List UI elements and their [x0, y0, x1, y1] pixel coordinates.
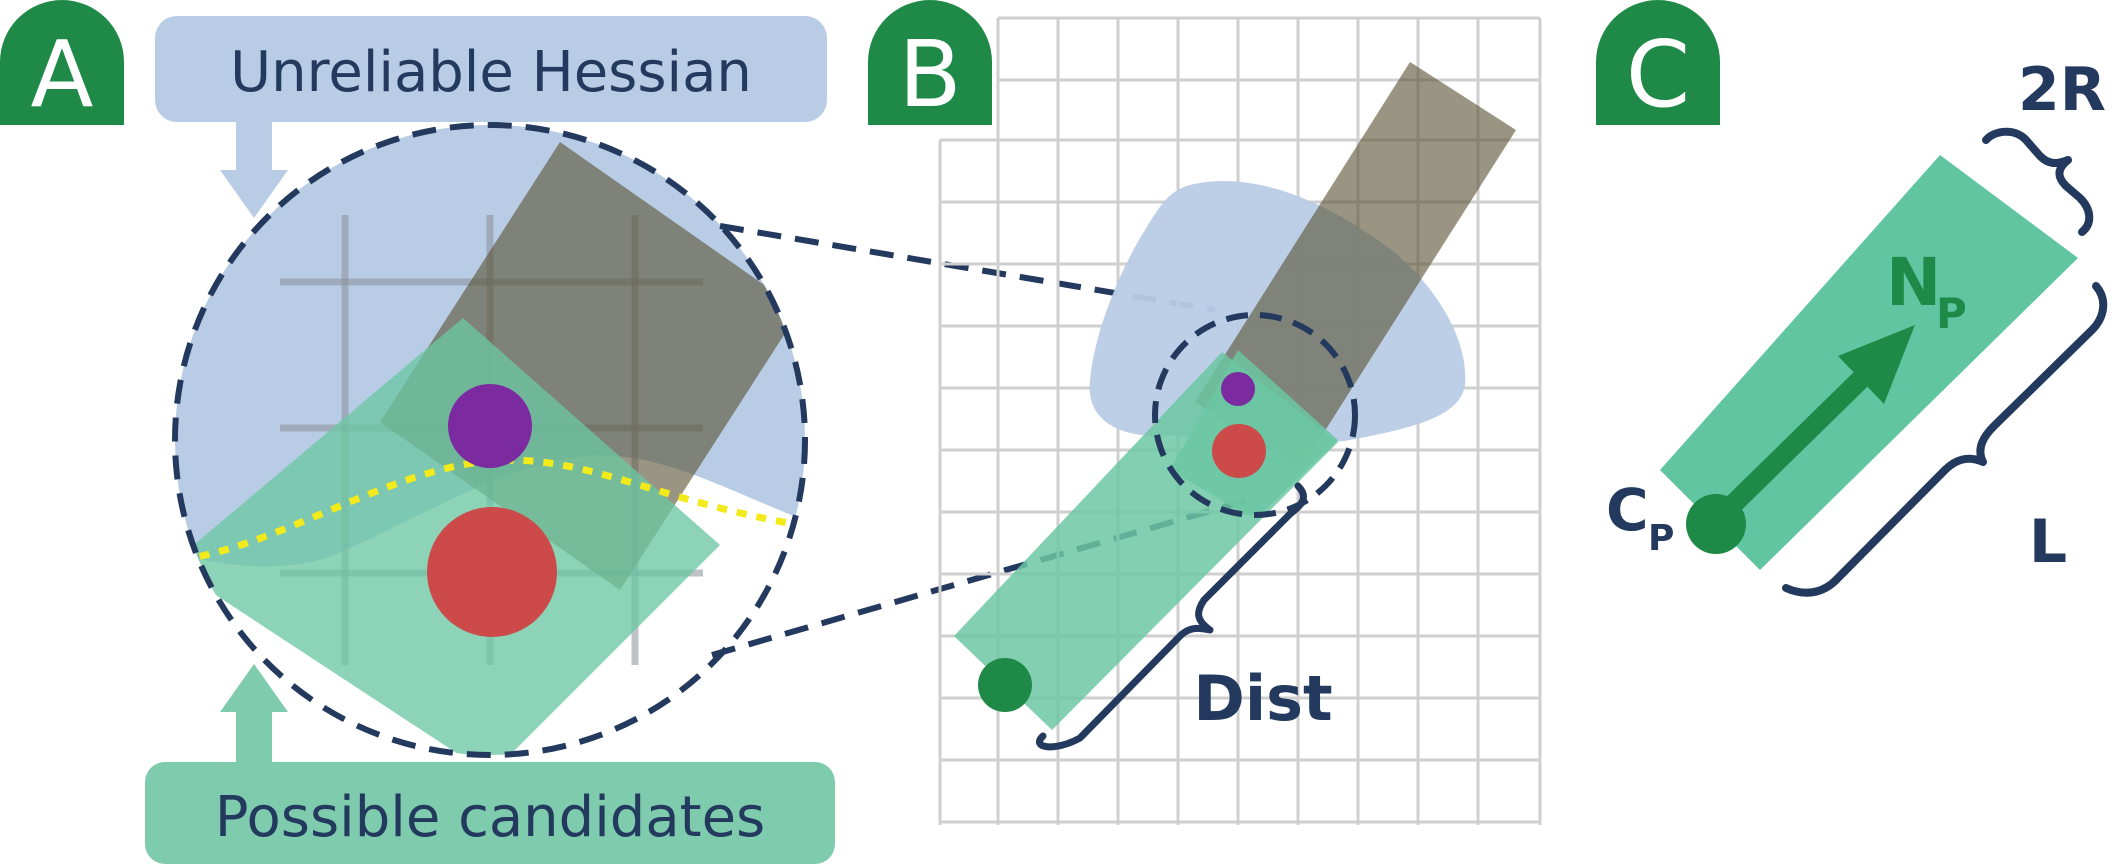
- panel-b-letter: B: [898, 21, 961, 128]
- panel-c: C 2R L C P N P: [1596, 0, 2108, 597]
- length-brace-icon: [1782, 282, 2108, 597]
- panel-a: A Unreliable Hessian Possible candidates: [0, 0, 835, 864]
- lens-outline: [172, 122, 808, 758]
- panel-c-badge: C: [1596, 0, 1720, 128]
- red-point: [427, 507, 557, 637]
- possible-candidates-callout: Possible candidates: [145, 664, 835, 864]
- down-arrow-icon: [220, 122, 288, 218]
- center-point: [1686, 494, 1746, 554]
- panel-c-letter: C: [1626, 21, 1690, 128]
- curly-brace-icon: [1036, 482, 1307, 751]
- svg-text:P: P: [1648, 518, 1674, 559]
- arrow-icon: [1705, 370, 1870, 532]
- panel-b: B Dist: [868, 0, 1542, 825]
- panel-a-badge: A: [0, 0, 124, 128]
- center-label: C P: [1606, 476, 1674, 559]
- inset-circle: [1152, 312, 1358, 518]
- panel-b-badge: B: [868, 0, 992, 128]
- normal-label: N P: [1886, 244, 1967, 338]
- width-brace-icon: [1982, 127, 2094, 236]
- purple-point-small: [1221, 372, 1255, 406]
- panel-a-letter: A: [31, 21, 94, 128]
- unreliable-hessian-label: Unreliable Hessian: [230, 40, 752, 105]
- probe-bar-full: [1195, 62, 1516, 470]
- length-label: L: [2029, 507, 2067, 577]
- width-label: 2R: [2018, 55, 2106, 125]
- unreliable-hessian-callout: Unreliable Hessian: [155, 16, 827, 218]
- magnified-lens: [175, 125, 805, 755]
- red-point-small: [1212, 424, 1266, 478]
- origin-point: [978, 658, 1032, 712]
- possible-candidates-label: Possible candidates: [215, 785, 765, 850]
- svg-text:N: N: [1886, 244, 1941, 321]
- svg-text:P: P: [1936, 289, 1967, 338]
- dist-label: Dist: [1193, 662, 1332, 735]
- purple-point: [448, 384, 532, 468]
- svg-text:C: C: [1606, 476, 1649, 544]
